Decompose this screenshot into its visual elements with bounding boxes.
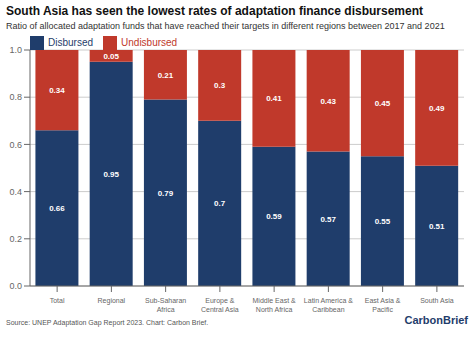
html-text:CarbonBrief: CarbonBrief [404, 314, 468, 326]
svg-text:0.49: 0.49 [429, 104, 445, 113]
svg-text:0.2: 0.2 [9, 234, 22, 244]
svg-text:Total: Total [50, 297, 65, 304]
svg-text:1.0: 1.0 [9, 45, 22, 55]
html-text:Ratio of allocated adaptation: Ratio of allocated adaptation funds that… [6, 21, 445, 31]
svg-text:0.95: 0.95 [103, 170, 119, 179]
svg-text:0.7: 0.7 [214, 199, 226, 208]
svg-text:0.0: 0.0 [9, 281, 22, 291]
svg-text:0.79: 0.79 [158, 189, 174, 198]
html-text:South Asia has seen the lowest: South Asia has seen the lowest rates of … [6, 4, 423, 18]
svg-text:0.05: 0.05 [103, 52, 119, 61]
html-text:Undisbursed: Undisbursed [121, 36, 178, 48]
svg-text:0.57: 0.57 [320, 215, 336, 224]
svg-text:0.6: 0.6 [9, 140, 22, 150]
svg-text:0.8: 0.8 [9, 92, 22, 102]
svg-text:East Asia &Pacific: East Asia &Pacific [365, 297, 401, 313]
svg-text:Middle East &North Africa: Middle East &North Africa [253, 297, 297, 313]
svg-text:0.51: 0.51 [429, 222, 445, 231]
html-text:Source: UNEP Adaptation Gap Re: Source: UNEP Adaptation Gap Report 2023.… [6, 319, 209, 326]
svg-text:0.66: 0.66 [49, 204, 65, 213]
svg-text:Latin America &Caribbean: Latin America &Caribbean [304, 297, 353, 313]
html-text:Disbursed: Disbursed [48, 36, 93, 48]
svg-text:0.45: 0.45 [375, 99, 391, 108]
svg-text:0.41: 0.41 [266, 94, 282, 103]
svg-text:South Asia: South Asia [420, 297, 454, 304]
svg-text:Regional: Regional [98, 297, 126, 305]
svg-text:0.21: 0.21 [158, 71, 174, 80]
svg-text:0.43: 0.43 [320, 97, 336, 106]
svg-text:0.4: 0.4 [9, 187, 22, 197]
svg-text:Europe &Central Asia: Europe &Central Asia [201, 297, 239, 313]
svg-text:0.3: 0.3 [214, 81, 226, 90]
svg-text:0.59: 0.59 [266, 212, 282, 221]
svg-text:0.34: 0.34 [49, 86, 65, 95]
svg-text:0.55: 0.55 [375, 217, 391, 226]
svg-text:Sub-SaharanAfrica: Sub-SaharanAfrica [145, 297, 186, 313]
